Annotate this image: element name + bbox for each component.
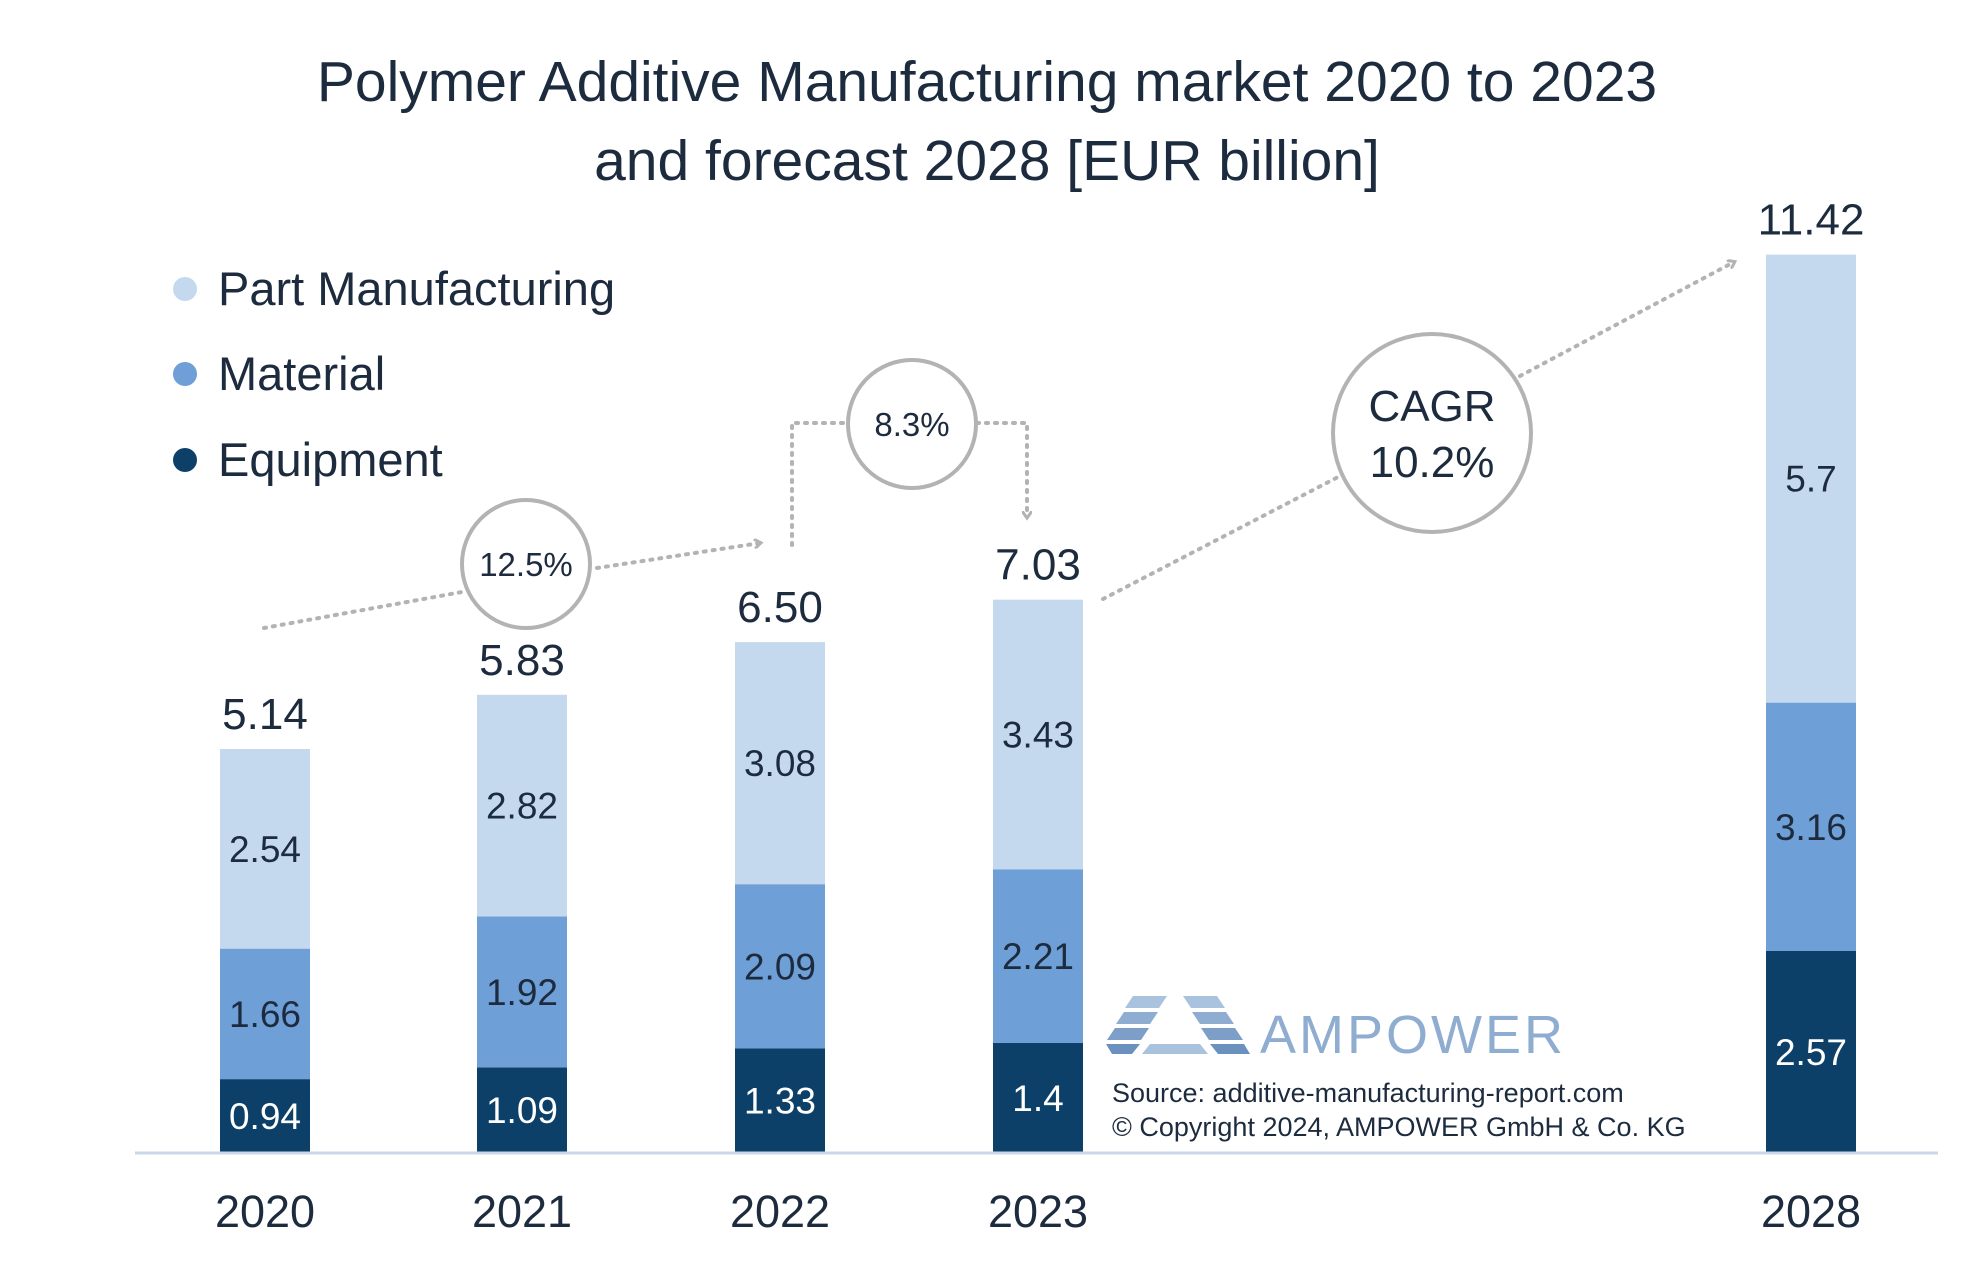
bar-part-manufacturing-2021 (477, 694, 567, 917)
growth-arrow-2022-2023-right (975, 421, 1027, 517)
bar-material-2020 (220, 948, 310, 1080)
cagr-arrow-left (1101, 474, 1342, 601)
cagr-label: CAGR (1368, 382, 1495, 431)
growth-bubble-2022-2023 (846, 358, 978, 490)
bar-material-2023 (993, 869, 1083, 1043)
x-tick-label-2028: 2028 (1761, 1186, 1861, 1237)
logo-mark-stripe (1192, 1012, 1234, 1024)
growth-annotations: 12.5% 8.3% CAGR 10.2% (262, 262, 1734, 630)
x-tick-label-2022: 2022 (730, 1186, 830, 1237)
bar-part-manufacturing-2020 (220, 748, 310, 949)
growth-arrow-2020-segment (262, 590, 464, 630)
source-text: Source: additive-manufacturing-report.co… (1112, 1078, 1624, 1108)
bar-label-material-2021: 1.92 (486, 972, 558, 1013)
cagr-arrow-right (1518, 262, 1734, 378)
bar-equipment-2020 (220, 1079, 310, 1153)
bar-part-manufacturing-2023 (993, 599, 1083, 870)
legend: Part Manufacturing Material Equipment (173, 262, 615, 486)
bar-material-2028 (1766, 702, 1856, 951)
chart-subtitle: and forecast 2028 [EUR billion] (594, 129, 1380, 193)
logo-mark-stripe (1125, 996, 1167, 1008)
logo-mark-stripe (1201, 1028, 1243, 1040)
copyright-text: © Copyright 2024, AMPOWER GmbH & Co. KG (1112, 1112, 1686, 1142)
x-tick-label-2020: 2020 (215, 1186, 315, 1237)
bar-label-part-manufacturing-2022: 3.08 (744, 743, 816, 784)
x-tick-label-2023: 2023 (988, 1186, 1088, 1237)
bar-label-equipment-2022: 1.33 (744, 1081, 816, 1122)
logo-mark-stripe (1210, 1044, 1250, 1054)
bars-group: 0.94 1.66 2.54 5.14 2020 1.09 1.92 2.82 5.83 2021… (215, 196, 1864, 1237)
bar-total-2021: 5.83 (479, 636, 565, 685)
bar-label-equipment-2020: 0.94 (229, 1096, 301, 1137)
bar-part-manufacturing-2022 (735, 642, 825, 885)
bar-label-part-manufacturing-2020: 2.54 (229, 829, 301, 870)
bar-label-material-2020: 1.66 (229, 994, 301, 1035)
bar-label-equipment-2021: 1.09 (486, 1090, 558, 1131)
legend-marker-part-manufacturing (173, 277, 197, 301)
bar-label-part-manufacturing-2023: 3.43 (1002, 714, 1074, 755)
bar-label-material-2022: 2.09 (744, 946, 816, 987)
bar-label-equipment-2023: 1.4 (1012, 1078, 1063, 1119)
logo-mark-stripe (1116, 1012, 1158, 1024)
bar-label-material-2028: 3.16 (1775, 807, 1847, 848)
legend-marker-material (173, 362, 197, 386)
legend-marker-equipment (173, 448, 197, 472)
cagr-rate: 10.2% (1370, 438, 1495, 487)
logo-mark-stripe (1142, 1044, 1208, 1054)
legend-label-equipment: Equipment (218, 433, 443, 486)
legend-label-material: Material (218, 347, 385, 400)
growth-arrow-2022-segment (595, 543, 760, 570)
bar-material-2022 (735, 884, 825, 1049)
growth-rate-2022-2023: 8.3% (874, 406, 949, 443)
growth-bubble-2020-2022 (460, 498, 592, 630)
bar-total-2023: 7.03 (995, 541, 1081, 590)
bar-equipment-2022 (735, 1048, 825, 1153)
logo-mark-stripe (1107, 1028, 1149, 1040)
bar-label-part-manufacturing-2028: 5.7 (1785, 459, 1836, 500)
logo-wordmark: AMPOWER (1260, 1005, 1566, 1065)
ampower-logo: AMPOWER (1106, 996, 1566, 1065)
chart-title: Polymer Additive Manufacturing market 20… (317, 50, 1657, 114)
bar-material-2021 (477, 916, 567, 1068)
logo-mark-stripe (1106, 1044, 1140, 1054)
bar-label-material-2023: 2.21 (1002, 936, 1074, 977)
growth-rate-2020-2022: 12.5% (479, 546, 573, 583)
x-tick-label-2021: 2021 (472, 1186, 572, 1237)
bar-label-part-manufacturing-2021: 2.82 (486, 786, 558, 827)
logo-mark-stripe (1183, 996, 1225, 1008)
bar-equipment-2023 (993, 1042, 1083, 1153)
bar-label-equipment-2028: 2.57 (1775, 1032, 1847, 1073)
bar-part-manufacturing-2028 (1766, 254, 1856, 703)
legend-label-part-manufacturing: Part Manufacturing (218, 262, 615, 315)
bar-total-2020: 5.14 (222, 690, 308, 739)
bar-total-2028: 11.42 (1758, 196, 1865, 245)
bar-total-2022: 6.50 (737, 583, 823, 632)
cagr-bubble (1331, 332, 1533, 534)
bar-equipment-2021 (477, 1067, 567, 1153)
bar-equipment-2028 (1766, 950, 1856, 1153)
growth-arrow-2022-2023-left (790, 421, 850, 547)
